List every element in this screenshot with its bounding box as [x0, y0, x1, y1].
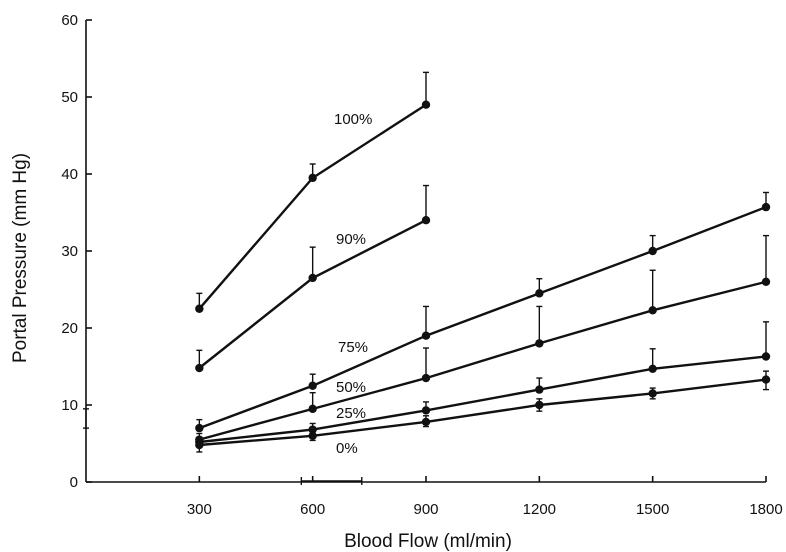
data-point [308, 404, 317, 414]
data-point [421, 373, 431, 383]
y-tick-label: 10 [61, 397, 78, 414]
x-tick-label: 300 [187, 501, 212, 518]
series-label: 90% [336, 231, 366, 248]
data-point [648, 306, 657, 315]
data-point [195, 304, 204, 313]
y-tick-label: 20 [61, 320, 78, 337]
series-label: 50% [336, 379, 366, 396]
series-line [199, 378, 767, 447]
x-tick-label: 600 [300, 501, 325, 518]
x-tick-label: 1500 [636, 501, 669, 518]
data-point [535, 385, 544, 394]
y-tick-label: 50 [61, 89, 78, 106]
data-point [761, 352, 771, 361]
series-75-pct [195, 191, 771, 433]
data-point [761, 375, 771, 384]
data-point [421, 406, 431, 415]
series-label: 25% [336, 405, 366, 422]
data-point [421, 216, 431, 225]
ticks: 0 10 20 30 40 50 60 300 600 900 1200 1500 1800 [61, 12, 782, 518]
data-point [535, 339, 544, 348]
data-point [308, 173, 317, 183]
y-axis-title: Portal Pressure (mm Hg) [10, 153, 31, 363]
range-markers [83, 408, 363, 485]
data-point [648, 389, 657, 398]
series-50-pct [195, 234, 771, 444]
data-point [195, 440, 204, 450]
y-tick-label: 60 [61, 12, 78, 29]
data-point [761, 277, 771, 286]
plot-area [195, 71, 771, 453]
series-line [198, 280, 767, 441]
data-point [535, 289, 544, 298]
series-0-pct [195, 370, 771, 453]
x-tick-label: 900 [413, 501, 438, 518]
data-point [421, 417, 431, 427]
series-100-pct [195, 71, 431, 313]
data-point [761, 202, 771, 212]
series-label: 100% [334, 111, 372, 128]
series-label: 0% [336, 440, 358, 457]
data-point [648, 246, 657, 256]
data-point [421, 331, 431, 340]
y-tick-label: 0 [70, 474, 78, 491]
series-line [198, 219, 427, 369]
series-90-pct [195, 184, 431, 373]
data-point [308, 425, 317, 434]
data-point [308, 273, 317, 283]
x-axis-title: Blood Flow (ml/min) [344, 531, 512, 552]
series-labels: 100% 90% 75% 50% 25% 0% [334, 111, 372, 457]
data-point [648, 364, 657, 374]
series-line [199, 355, 767, 444]
series-25-pct [195, 321, 771, 447]
y-tick-label: 30 [61, 243, 78, 260]
series-label: 75% [338, 339, 368, 356]
data-point [195, 423, 204, 433]
y-tick-label: 40 [61, 166, 78, 183]
x-tick-label: 1800 [749, 501, 782, 518]
data-point [535, 400, 544, 410]
data-point [195, 363, 204, 373]
data-point [308, 381, 317, 390]
data-point [421, 100, 431, 109]
x-tick-label: 1200 [523, 501, 556, 518]
series-line [198, 205, 767, 430]
data-point [308, 431, 317, 440]
